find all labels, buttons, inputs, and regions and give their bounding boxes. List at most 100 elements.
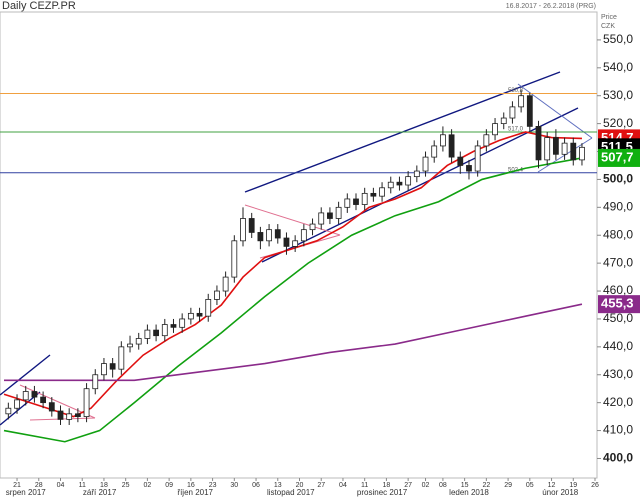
candle-body (335, 206, 342, 219)
candle-body (266, 229, 272, 242)
candle-body (361, 192, 368, 205)
candle-body (283, 237, 290, 247)
y-tick-label: 490,0 (603, 200, 633, 214)
y-tick-label: 440,0 (603, 339, 633, 353)
candle-body (40, 396, 47, 404)
x-tick-label: 20 (296, 482, 304, 489)
month-label: září 2017 (83, 488, 117, 497)
x-tick-label: 21 (13, 482, 21, 489)
candle-body (240, 218, 246, 242)
x-tick-label: 11 (361, 482, 368, 489)
x-tick-label: 27 (317, 482, 325, 489)
month-label: únor 2018 (542, 488, 579, 497)
candle-body (448, 134, 455, 158)
x-tick-label: 06 (252, 482, 260, 489)
candle-body (144, 329, 151, 339)
month-label: říjen 2017 (177, 488, 213, 497)
x-tick-label: 25 (122, 482, 130, 489)
candle-body (327, 212, 333, 219)
candle-body (179, 318, 186, 328)
candle-body (222, 276, 229, 292)
x-tick-label: 04 (339, 482, 347, 489)
candle-body (396, 181, 403, 186)
candle-body (127, 343, 133, 348)
candle-body (48, 402, 55, 412)
candle-body (552, 137, 559, 155)
y-axis-unit: CZK (601, 23, 615, 30)
y-tick-label: 470,0 (603, 255, 633, 269)
candle-body (92, 374, 99, 390)
candle-body (544, 137, 551, 161)
candle-body (205, 299, 212, 317)
candle-body (274, 229, 281, 239)
candle-body (561, 142, 568, 155)
x-tick-label: 02 (422, 482, 430, 489)
y-tick-label: 550,0 (603, 32, 633, 46)
candle-body (214, 290, 220, 300)
y-tick-label: 540,0 (603, 60, 633, 74)
x-tick-label: 28 (35, 482, 43, 489)
date-range: 16.8.2017 - 26.2.2018 (PRG) (506, 3, 596, 10)
x-tick-label: 30 (230, 482, 238, 489)
x-tick-label: 26 (591, 482, 599, 489)
month-label: prosinec 2017 (357, 488, 408, 497)
x-tick-label: 29 (504, 482, 512, 489)
candle-body (153, 329, 159, 337)
candle-body (74, 413, 81, 418)
candle-body (535, 126, 542, 161)
candle-body (492, 123, 498, 136)
candle-body (257, 232, 264, 242)
moving-average (3, 131, 582, 418)
x-tick-label: 02 (144, 482, 152, 489)
candle-body (500, 117, 507, 125)
candle-body (518, 95, 525, 108)
price-marker-label: 507,7 (601, 149, 634, 164)
candle-body (370, 192, 377, 197)
x-tick-label: 23 (209, 482, 217, 489)
candle-body (474, 145, 481, 172)
candle-body (14, 399, 20, 409)
x-tick-label: 04 (57, 482, 65, 489)
y-tick-label: 420,0 (603, 395, 633, 409)
candle-body (83, 388, 90, 418)
x-tick-label: 27 (404, 482, 412, 489)
candle-body (440, 134, 446, 147)
candle-body (353, 198, 359, 205)
x-tick-label: 15 (461, 482, 469, 489)
price-marker (598, 295, 640, 314)
x-tick-label: 08 (439, 482, 447, 489)
month-label: srpen 2017 (6, 488, 47, 497)
candle-body (109, 363, 116, 370)
candle-body (405, 176, 412, 186)
y-tick-label: 520,0 (603, 116, 633, 130)
y-axis-title: Price (601, 14, 617, 21)
y-tick-label: 400,0 (603, 451, 633, 465)
candle-body (5, 407, 12, 415)
candle-body (509, 106, 516, 119)
candle-body (66, 413, 73, 420)
candle-body (387, 181, 394, 189)
candle-body (300, 229, 307, 242)
candle-body (413, 170, 420, 178)
y-tick-label: 410,0 (603, 423, 633, 437)
y-tick-label: 500,0 (603, 172, 633, 186)
candle-body (135, 338, 142, 345)
y-tick-label: 530,0 (603, 88, 633, 102)
candle-body (318, 212, 325, 225)
plot-area (0, 11, 598, 479)
price-marker (598, 148, 640, 167)
candle-body (161, 324, 168, 337)
candle-body (431, 145, 438, 158)
level-label: 530,8 (508, 88, 524, 94)
candle-body (292, 240, 299, 247)
candle-body (101, 363, 107, 376)
x-tick-label: 16 (187, 482, 195, 489)
candle-body (170, 324, 177, 328)
candle-body (57, 410, 64, 420)
y-tick-label: 450,0 (603, 311, 633, 325)
x-tick-label: 12 (548, 482, 556, 489)
candle-body (187, 312, 194, 320)
x-tick-label: 22 (482, 482, 490, 489)
x-tick-label: 11 (79, 482, 86, 489)
